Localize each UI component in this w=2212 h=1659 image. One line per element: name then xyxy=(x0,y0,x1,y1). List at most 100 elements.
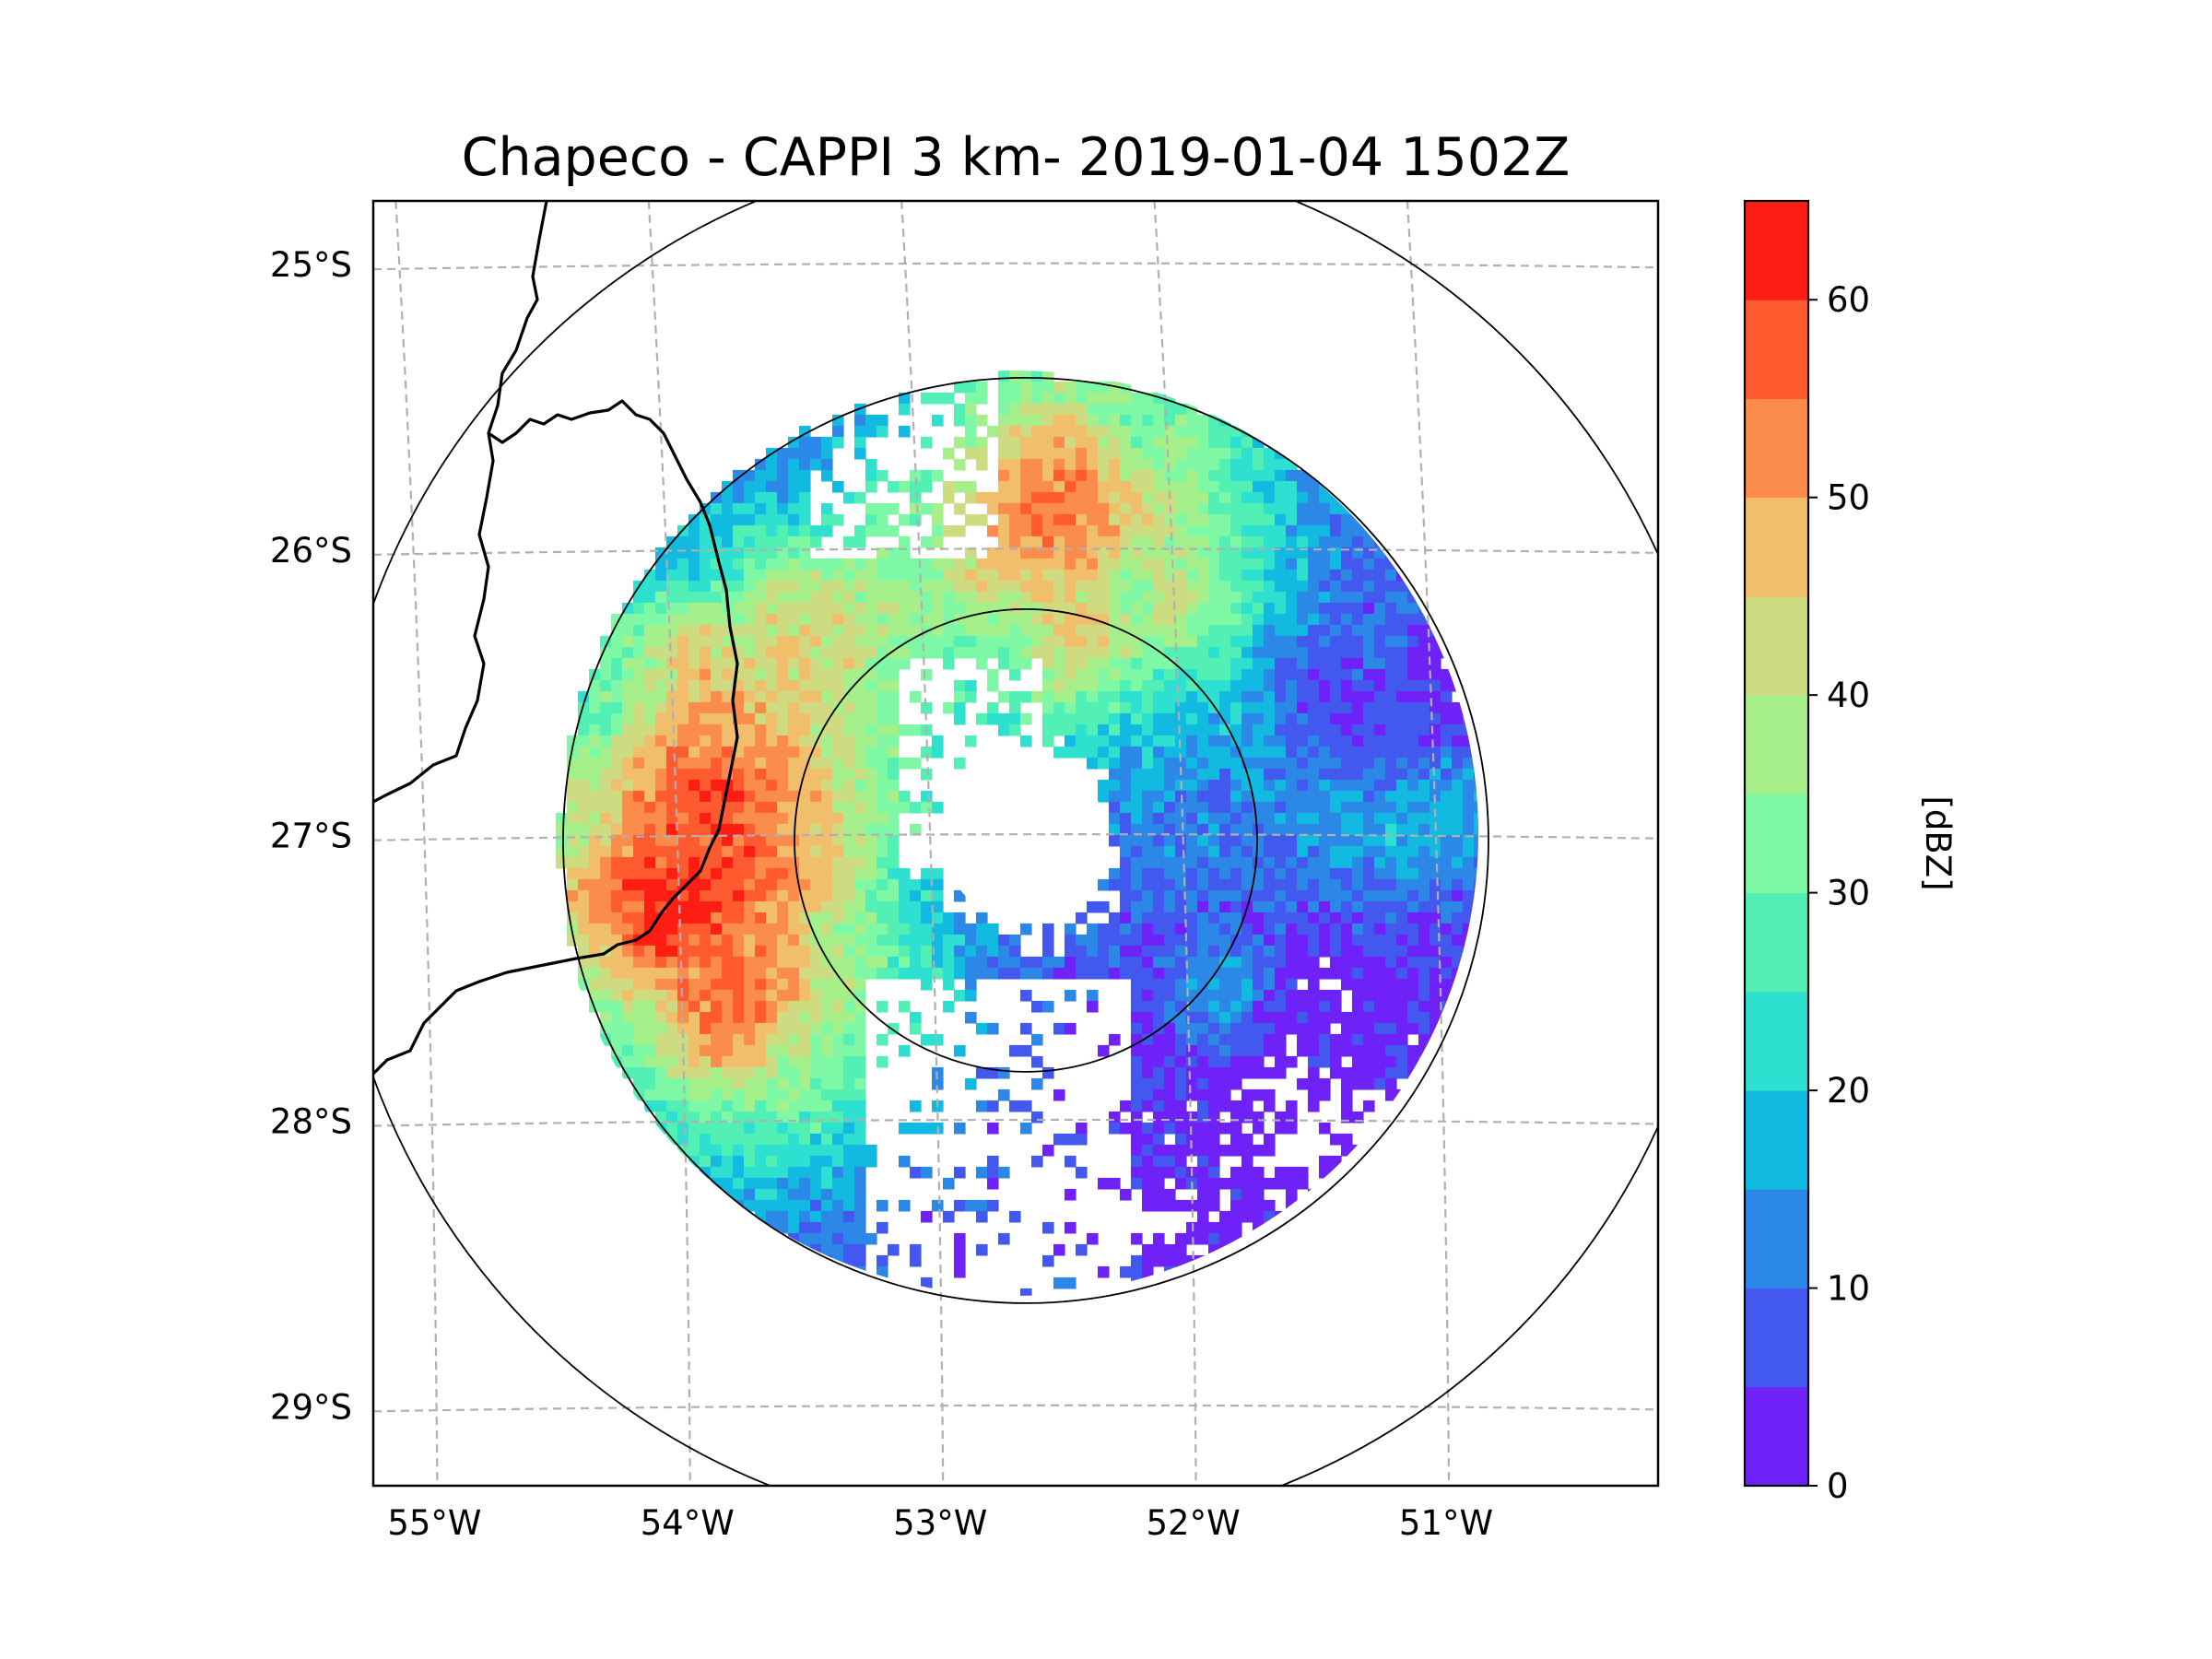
echo-cell xyxy=(611,635,623,648)
echo-cell xyxy=(744,1144,756,1157)
echo-cell xyxy=(755,602,767,615)
echo-cell xyxy=(1031,646,1043,659)
echo-cell xyxy=(788,779,800,792)
echo-cell xyxy=(1352,912,1364,924)
echo-cell xyxy=(1330,657,1342,670)
echo-cell xyxy=(1042,1221,1054,1234)
echo-cell xyxy=(1020,381,1032,394)
echo-cell xyxy=(788,812,800,825)
echo-cell xyxy=(688,1011,700,1024)
echo-cell xyxy=(622,812,634,825)
echo-cell xyxy=(965,945,977,958)
echo-cell xyxy=(1241,1177,1253,1190)
echo-cell xyxy=(1131,524,1143,537)
echo-cell xyxy=(788,735,800,747)
echo-cell xyxy=(821,1000,833,1013)
echo-cell xyxy=(1087,447,1099,460)
echo-cell xyxy=(1275,1122,1287,1135)
echo-cell xyxy=(1153,624,1165,637)
echo-cell xyxy=(1219,1144,1231,1157)
echo-cell xyxy=(1153,1166,1165,1179)
echo-cell xyxy=(1308,1011,1320,1024)
echo-cell xyxy=(921,480,933,493)
echo-cell xyxy=(1175,1155,1187,1168)
echo-cell xyxy=(722,834,734,847)
echo-cell xyxy=(943,558,955,571)
echo-cell xyxy=(744,978,756,991)
echo-cell xyxy=(1153,480,1165,493)
echo-cell xyxy=(766,469,778,482)
echo-cell xyxy=(987,502,999,515)
echo-cell xyxy=(1020,371,1032,382)
echo-cell xyxy=(1253,469,1265,482)
echo-cell xyxy=(1319,757,1331,770)
echo-cell xyxy=(1230,790,1242,803)
echo-cell xyxy=(1319,989,1331,1002)
echo-cell xyxy=(821,646,833,659)
echo-cell xyxy=(1197,812,1209,825)
echo-cell xyxy=(1352,801,1364,814)
echo-cell xyxy=(1208,613,1220,626)
echo-cell xyxy=(1452,768,1464,781)
echo-cell xyxy=(777,801,789,814)
echo-cell xyxy=(1241,801,1253,814)
echo-cell xyxy=(1065,945,1077,958)
echo-cell xyxy=(810,1100,822,1112)
echo-cell xyxy=(711,801,723,814)
echo-cell xyxy=(644,801,656,814)
echo-cell xyxy=(700,945,712,958)
echo-cell xyxy=(1098,757,1110,770)
echo-cell xyxy=(832,425,844,438)
echo-cell xyxy=(1396,1066,1408,1079)
echo-cell xyxy=(799,823,811,836)
echo-cell xyxy=(854,856,866,869)
echo-cell xyxy=(1065,569,1077,582)
echo-cell xyxy=(722,646,734,659)
echo-cell xyxy=(1186,812,1198,825)
echo-cell xyxy=(1430,867,1441,880)
echo-cell xyxy=(688,1155,700,1168)
echo-cell xyxy=(877,1033,888,1046)
echo-cell xyxy=(1109,967,1121,980)
echo-cell xyxy=(987,491,999,504)
echo-cell xyxy=(1374,1055,1386,1068)
echo-cell xyxy=(1164,624,1176,637)
echo-cell xyxy=(1253,1000,1265,1013)
echo-cell xyxy=(854,823,866,836)
echo-cell xyxy=(677,945,689,958)
echo-cell xyxy=(1175,989,1187,1002)
echo-cell xyxy=(578,757,590,770)
echo-cell xyxy=(1341,524,1353,537)
echo-cell xyxy=(821,1055,833,1068)
echo-cell xyxy=(1131,712,1143,725)
echo-cell xyxy=(1042,381,1054,394)
echo-cell xyxy=(1396,1088,1408,1101)
echo-cell xyxy=(1087,602,1099,615)
echo-cell xyxy=(1197,1011,1209,1024)
echo-cell xyxy=(976,436,988,449)
echo-cell xyxy=(888,746,900,759)
echo-cell xyxy=(1352,1077,1364,1090)
echo-cell xyxy=(976,945,988,958)
echo-cell xyxy=(1341,823,1353,836)
echo-cell xyxy=(921,878,933,891)
echo-cell xyxy=(1175,923,1187,935)
echo-cell xyxy=(1441,668,1453,681)
echo-cell xyxy=(666,646,678,659)
echo-cell xyxy=(1219,746,1231,759)
echo-cell xyxy=(1219,591,1231,604)
echo-cell xyxy=(810,1022,822,1035)
echo-cell xyxy=(854,624,866,637)
echo-cell xyxy=(1330,912,1342,924)
echo-cell xyxy=(1264,1210,1276,1223)
colorbar-tick-label: 50 xyxy=(1827,478,1870,518)
echo-cell xyxy=(1275,535,1287,548)
echo-cell xyxy=(1009,1044,1021,1057)
echo-cell xyxy=(1098,480,1110,493)
echo-cell xyxy=(1452,900,1464,913)
echo-cell xyxy=(1197,845,1209,858)
echo-cell xyxy=(1219,1232,1231,1245)
echo-cell xyxy=(1385,812,1397,825)
echo-cell xyxy=(832,1210,844,1223)
echo-cell xyxy=(677,746,689,759)
